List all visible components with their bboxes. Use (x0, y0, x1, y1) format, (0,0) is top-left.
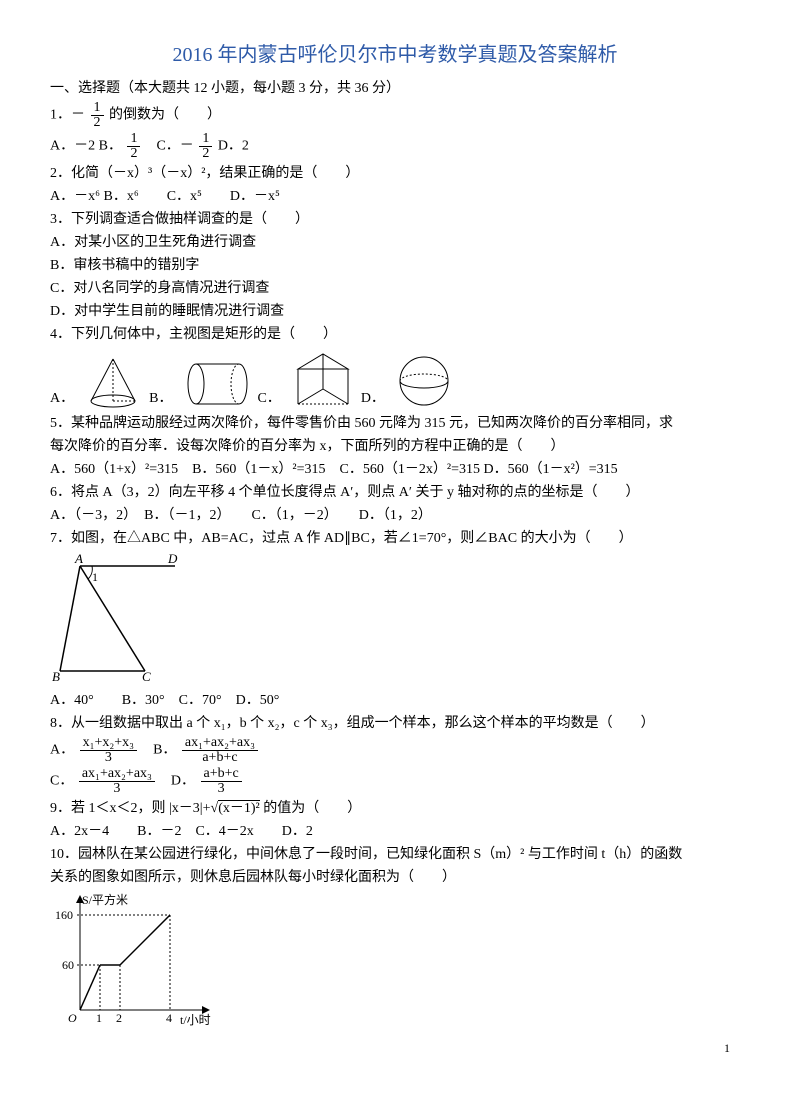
q9-options: A．2x－4 B．－2 C．4－2x D．2 (50, 821, 740, 842)
cone-icon (86, 354, 141, 409)
q8-opt-c: C． (50, 774, 73, 789)
q5-options: A．560（1+x）²=315 B．560（1－x）²=315 C．560（1－… (50, 459, 740, 480)
svg-text:C: C (142, 669, 151, 681)
question-5-l2: 每次降价的百分率．设每次降价的百分率为 x，下面所列的方程中正确的是（ ） (50, 436, 740, 457)
q8-frac-c: ax₁+ax₂+ax₃3 (79, 767, 155, 796)
svg-text:1: 1 (96, 1011, 102, 1025)
q7-options: A．40° B．30° C．70° D．50° (50, 690, 740, 711)
q3-opt-d: D．对中学生目前的睡眠情况进行调查 (50, 301, 740, 322)
prism-icon (293, 349, 353, 409)
q8-opt-a: A． (50, 743, 74, 758)
svg-text:4: 4 (166, 1011, 172, 1025)
q4-label-a: A． (50, 388, 74, 409)
q4-label-c: C． (257, 388, 280, 409)
svg-text:t/小时: t/小时 (180, 1013, 211, 1027)
q3-opt-b: B．审核书稿中的错别字 (50, 255, 740, 276)
question-5-l1: 5．某种品牌运动服经过两次降价，每件零售价由 560 元降为 315 元，已知两… (50, 413, 740, 434)
q3-opt-a: A．对某小区的卫生死角进行调查 (50, 232, 740, 253)
fraction-half: 12 (199, 132, 212, 161)
svg-text:60: 60 (62, 958, 74, 972)
q8-opt-b: B． (153, 743, 176, 758)
svg-text:B: B (52, 669, 60, 681)
sphere-icon (397, 354, 452, 409)
q1-opt-c: C．－ (156, 139, 193, 154)
question-7: 7．如图，在△ABC 中，AB=AC，过点 A 作 AD∥BC，若∠1=70°，… (50, 528, 740, 549)
q8-opt-d: D． (171, 774, 195, 789)
q4-shapes: A． B． C． D． (50, 349, 740, 409)
svg-text:2: 2 (116, 1011, 122, 1025)
triangle-diagram: A D B C 1 (50, 551, 190, 681)
q1-opt-d: D．2 (218, 139, 249, 154)
q1-stem-b: 的倒数为（ ） (109, 108, 221, 123)
question-6: 6．将点 A（3，2）向左平移 4 个单位长度得点 A′，则点 A′ 关于 y … (50, 482, 740, 503)
question-2: 2．化简（－x）³（－x）²，结果正确的是（ ） (50, 163, 740, 184)
section-heading: 一、选择题（本大题共 12 小题，每小题 3 分，共 36 分） (50, 78, 740, 99)
q9-expr: |x－3|+√(x－1)² (169, 800, 263, 816)
question-1: 1．－ 12 的倒数为（ ） (50, 101, 740, 130)
question-10-l2: 关系的图象如图所示，则休息后园林队每小时绿化面积为（ ） (50, 867, 740, 888)
svg-text:D: D (167, 551, 178, 566)
q8-frac-d: a+b+c3 (201, 767, 242, 796)
q8-options-row2: C． ax₁+ax₂+ax₃3 D． a+b+c3 (50, 767, 740, 796)
fraction-half: 12 (127, 132, 140, 161)
q4-label-b: B． (149, 388, 172, 409)
q1-opt-b: B． (99, 139, 122, 154)
q1-stem-a: 1．－ (50, 108, 85, 123)
q8-frac-a: x₁+x₂+x₃3 (80, 736, 137, 765)
question-10-l1: 10．园林队在某公园进行绿化，中间休息了一段时间，已知绿化面积 S（m）² 与工… (50, 844, 740, 865)
q1-opt-a: A．－2 (50, 139, 95, 154)
page-title: 2016 年内蒙古呼伦贝尔市中考数学真题及答案解析 (50, 40, 740, 70)
question-3: 3．下列调查适合做抽样调查的是（ ） (50, 209, 740, 230)
q8-options-row1: A． x₁+x₂+x₃3 B． ax₁+ax₂+ax₃a+b+c (50, 736, 740, 765)
svg-text:S/平方米: S/平方米 (82, 892, 128, 907)
line-chart: S/平方米 t/小时 160 60 O 1 2 4 (50, 890, 220, 1030)
q6-options: A．（－3，2） B．（－1，2） C．（1，－2） D．（1，2） (50, 505, 740, 526)
q2-options: A．－x⁶ B．x⁶ C．x⁵ D．－x⁵ (50, 186, 740, 207)
q4-label-d: D． (361, 388, 385, 409)
q9-stem-b: 的值为（ ） (263, 801, 361, 816)
question-9: 9．若 1＜x＜2，则 |x－3|+√(x－1)² 的值为（ ） (50, 798, 740, 819)
q9-stem-a: 9．若 1＜x＜2，则 (50, 801, 166, 816)
svg-text:160: 160 (55, 908, 73, 922)
page-number: 1 (724, 1039, 730, 1057)
cylinder-icon (184, 359, 249, 409)
question-4: 4．下列几何体中，主视图是矩形的是（ ） (50, 324, 740, 345)
fraction-half: 12 (91, 101, 104, 130)
svg-text:1: 1 (92, 570, 98, 584)
svg-text:A: A (74, 551, 83, 566)
q8-frac-b: ax₁+ax₂+ax₃a+b+c (182, 736, 258, 765)
q1-options: A．－2 B． 12 C．－ 12 D．2 (50, 132, 740, 161)
svg-text:O: O (68, 1011, 77, 1025)
question-8: 8．从一组数据中取出 a 个 x₁，b 个 x₂，c 个 x₃，组成一个样本，那… (50, 713, 740, 734)
q3-opt-c: C．对八名同学的身高情况进行调查 (50, 278, 740, 299)
